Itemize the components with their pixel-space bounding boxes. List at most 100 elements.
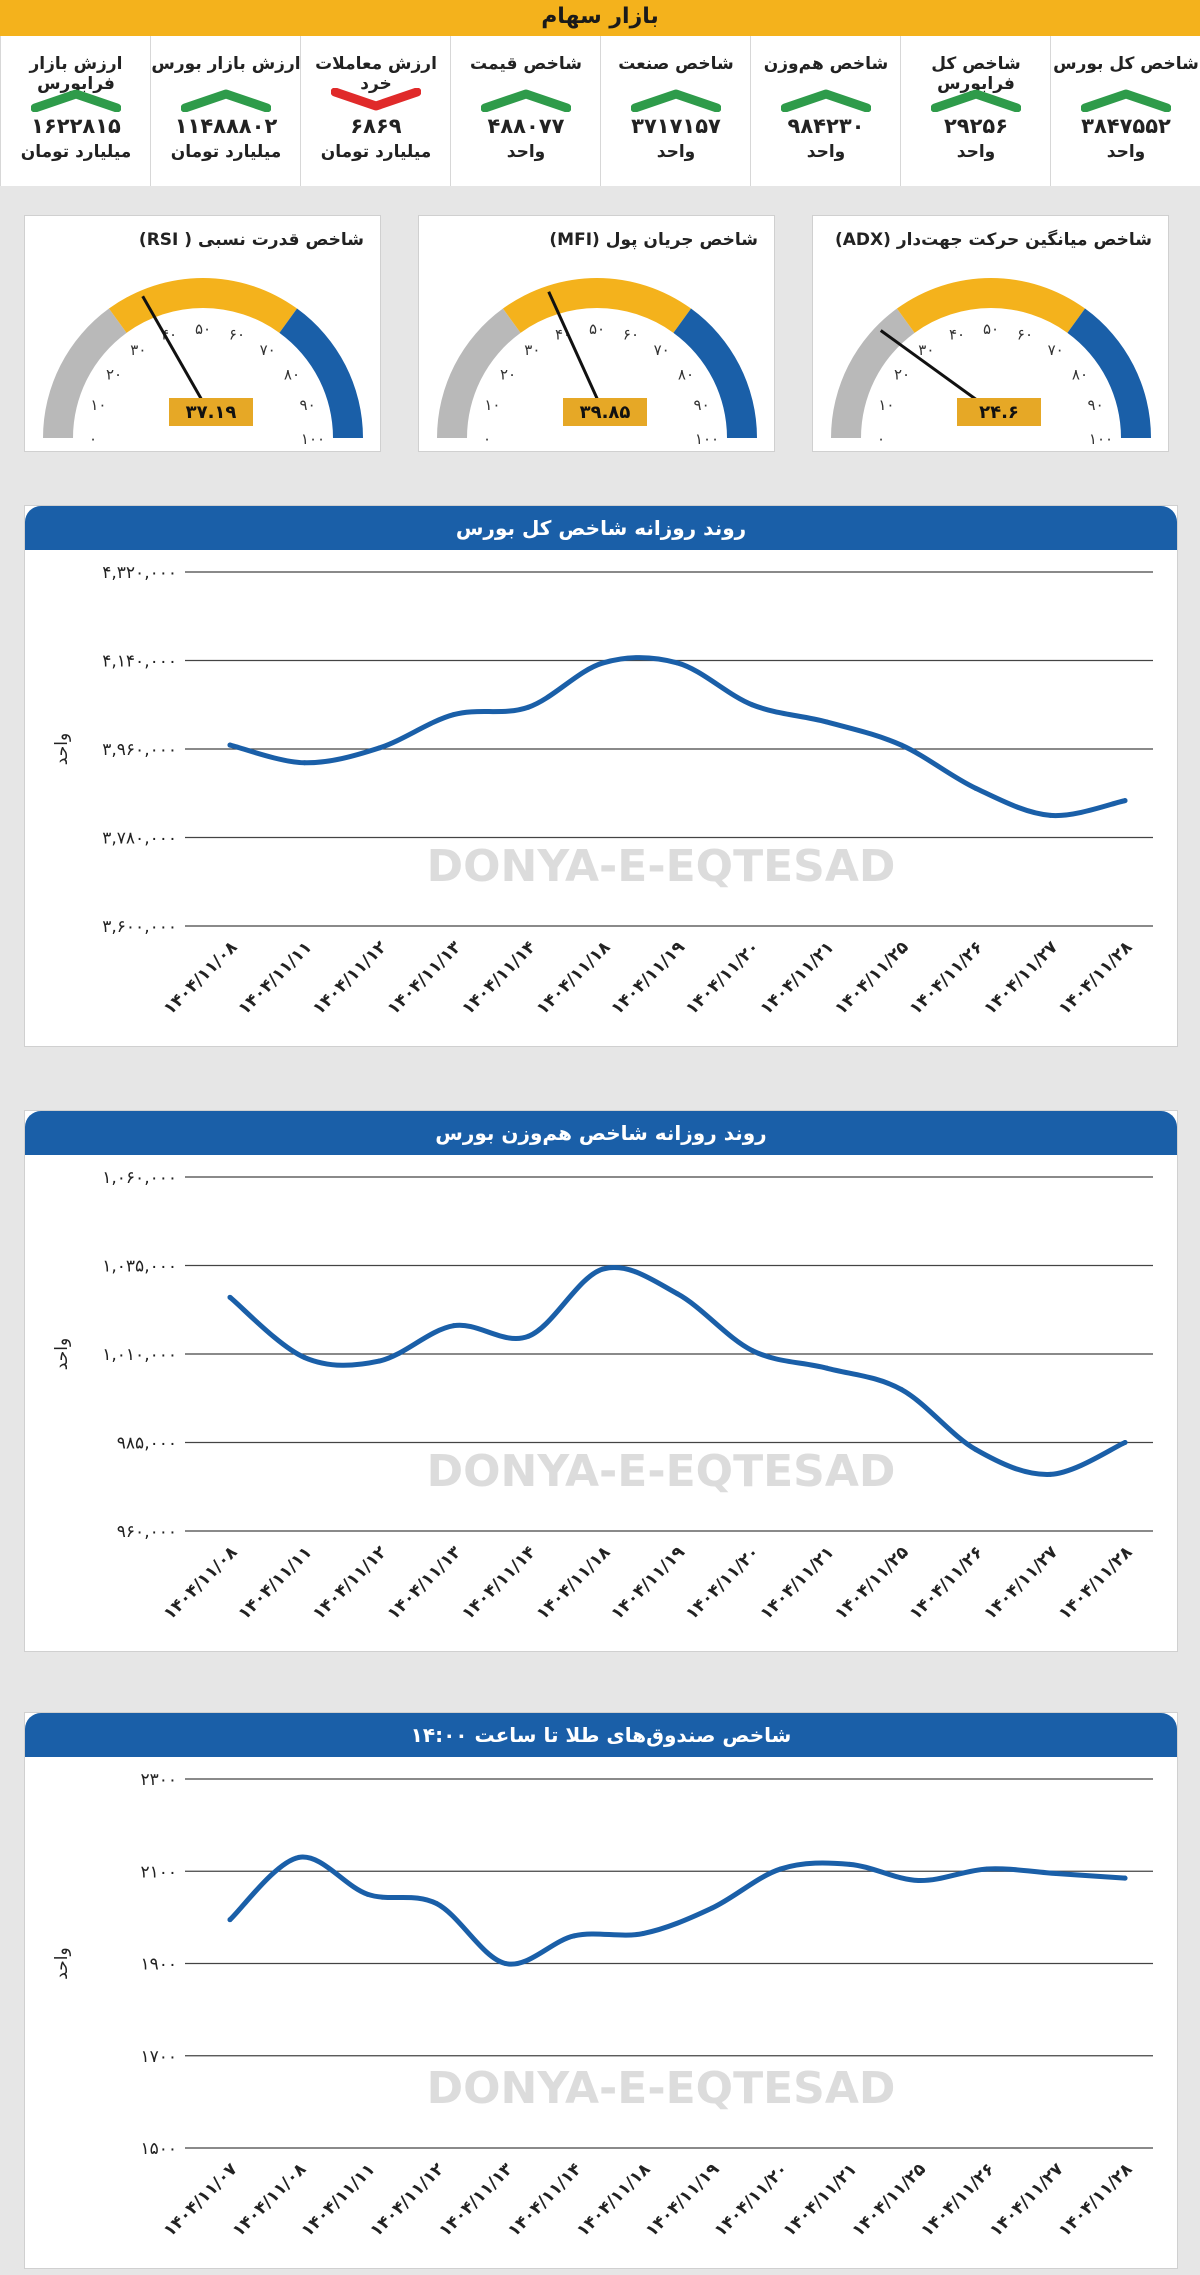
kpi-label: شاخص صنعت	[618, 54, 734, 74]
gauge-title: شاخص میانگین حرکت جهت‌دار (ADX)	[834, 230, 1152, 250]
data-point	[1122, 1875, 1128, 1881]
kpi-value: ۲۹۲۵۶	[943, 114, 1009, 138]
data-point	[1122, 1440, 1128, 1445]
kpi-value: ۶۸۶۹	[350, 114, 402, 138]
gauge-tick-label: ۲۰	[894, 365, 910, 383]
kpi-value: ۱۶۲۲۸۱۵	[31, 114, 121, 138]
data-point	[1122, 798, 1128, 804]
trend-up-icon	[1081, 89, 1171, 112]
gauge-band-low	[43, 308, 127, 438]
gauge-tick-label: ۲۰	[500, 365, 516, 383]
y-tick-label: ۲۳۰۰	[140, 1770, 177, 1790]
data-point	[365, 1891, 371, 1897]
y-tick-label: ۱۹۰۰	[140, 1955, 177, 1975]
gauge-tick-label: ۲۰	[106, 365, 122, 383]
gauge-value-label: ۳۹.۸۵	[580, 402, 631, 423]
gauge-band-mid	[108, 278, 298, 333]
kpi-label: ارزش معاملات خرد	[315, 54, 437, 94]
y-axis-label: واحد	[52, 733, 72, 765]
kpi-card: ارزش معاملات خرد ۶۸۶۹ میلیارد تومان	[300, 36, 451, 186]
x-tick-label: ۱۴۰۴/۱۱/۲۷	[980, 937, 1062, 1019]
watermark-text: DONYA-E-EQTESAD	[427, 2063, 896, 2114]
data-point	[709, 1905, 715, 1911]
gauge-tick-label: ۵۰	[589, 320, 605, 338]
gauge-tick-label: ۱۰۰	[1089, 430, 1113, 448]
gauge-value-label: ۲۴.۶	[979, 402, 1019, 423]
gauge-tick-label: ۱۰۰	[301, 430, 325, 448]
gauge-tick-label: ۱۰۰	[695, 430, 719, 448]
chart-title: شاخص صندوق‌های طلا تا ساعت ۱۴:۰۰	[410, 1723, 792, 1747]
gauge-tick-label: ۰	[89, 430, 97, 448]
line-chart: DONYA-E-EQTESAD ۱۵۰۰ ۱۷۰۰ ۱۹۰۰ ۲۱۰۰ ۲۳۰۰ واحد ۱…	[52, 1770, 1153, 2241]
gauge-mfi: شاخص جریان پول (MFI) ۰ ۱۰ ۲۰ ۳۰ ۴۰ ۵۰ ۶۰ ۷۰ ۸۰ ۹۰…	[418, 215, 775, 452]
data-point	[973, 785, 979, 791]
chart-title-bar: شاخص صندوق‌های طلا تا ساعت ۱۴:۰۰	[25, 1713, 1177, 1757]
x-tick-label: ۱۴۰۴/۱۱/۲۰	[682, 1542, 764, 1624]
x-tick-label: ۱۴۰۴/۱۱/۰۸	[160, 937, 242, 1019]
gauge-tick-label: ۵۰	[983, 320, 999, 338]
gauge-needle	[547, 291, 607, 417]
line-chart: DONYA-E-EQTESAD ۳,۶۰۰,۰۰۰ ۳,۷۸۰,۰۰۰ ۳,۹۶۰,۰…	[52, 563, 1153, 1019]
y-tick-label: ۱۷۰۰	[140, 2047, 177, 2067]
gauge-band-high	[673, 308, 757, 438]
kpi-value: ۳۷۱۷۱۵۷	[631, 114, 721, 138]
x-tick-label: ۱۴۰۴/۱۱/۲۱	[757, 937, 839, 1019]
series-line	[227, 1854, 1128, 1967]
x-tick-label: ۱۴۰۴/۱۱/۱۸	[533, 1542, 615, 1624]
data-point	[227, 1917, 233, 1923]
y-tick-label: ۴,۱۴۰,۰۰۰	[102, 652, 177, 672]
kpi-label: شاخص هم‌وزن	[763, 54, 889, 74]
data-point	[847, 1861, 853, 1867]
kpi-label: شاخص کل بورس	[1053, 54, 1199, 74]
series-line	[227, 1265, 1128, 1477]
kpi-unit: واحد	[506, 142, 546, 162]
gauge-tick-label: ۰	[483, 430, 491, 448]
x-tick-label: ۱۴۰۴/۱۱/۲۱	[757, 1542, 839, 1624]
data-point	[973, 1447, 979, 1453]
kpi-label: ارزش بازار بورس	[151, 54, 301, 74]
x-tick-label: ۱۴۰۴/۱۱/۱۲	[309, 937, 391, 1019]
y-tick-label: ۹۸۵,۰۰۰	[117, 1434, 177, 1454]
data-point	[778, 1866, 784, 1872]
trend-up-icon	[781, 89, 871, 112]
data-point	[525, 1333, 531, 1339]
gauge-tick-label: ۳۰	[524, 341, 540, 359]
header-bar: بازار سهام	[0, 0, 1200, 36]
gauge-tick-label: ۱۰	[90, 396, 106, 414]
data-point	[915, 1877, 921, 1883]
kpi-value: ۳۸۴۷۵۵۲	[1081, 114, 1171, 138]
trend-down-icon	[331, 88, 421, 111]
data-point	[1047, 812, 1053, 818]
data-point	[1053, 1871, 1059, 1877]
gauge-title: شاخص قدرت نسبی ( RSI)	[138, 230, 364, 250]
gauge-rsi: شاخص قدرت نسبی ( RSI) ۰ ۱۰ ۲۰ ۳۰ ۴۰ ۵۰ ۶۰ ۷۰ ۸۰ ۹…	[24, 215, 381, 452]
gauge-tick-label: ۸۰	[284, 365, 300, 383]
gauge-tick-label: ۷۰	[1048, 341, 1064, 359]
data-point	[227, 742, 233, 748]
kpi-card: شاخص کل بورس ۳۸۴۷۵۵۲ واحد	[1050, 36, 1200, 186]
gauge-band-high	[1067, 308, 1151, 438]
data-point	[451, 712, 457, 718]
data-point	[824, 1365, 830, 1371]
gauge-value-box	[169, 398, 253, 426]
kpi-unit: میلیارد تومان	[170, 142, 282, 162]
page-title: بازار سهام	[541, 4, 659, 29]
chart-title-bar: روند روزانه شاخص کل بورس	[25, 506, 1177, 550]
y-axis-label: واحد	[52, 1947, 72, 1979]
gauge-band-low	[437, 308, 521, 438]
kpi-card: شاخص هم‌وزن ۹۸۴۲۳۰ واحد	[750, 36, 901, 186]
data-point	[984, 1866, 990, 1872]
y-tick-label: ۱۵۰۰	[140, 2139, 177, 2159]
data-point	[296, 1854, 302, 1860]
kpi-value: ۹۸۴۲۳۰	[787, 114, 865, 138]
gauge-tick-label: ۰	[877, 430, 885, 448]
data-point	[898, 1386, 904, 1392]
data-point	[571, 1933, 577, 1939]
gauge-row: شاخص میانگین حرکت جهت‌دار (ADX) ۰ ۱۰ ۲۰ ۳۰ ۴…	[0, 200, 1200, 452]
trend-up-icon	[631, 89, 721, 112]
gauge-tick-label: ۸۰	[1072, 365, 1088, 383]
data-point	[600, 1266, 606, 1272]
data-point	[640, 1931, 646, 1937]
